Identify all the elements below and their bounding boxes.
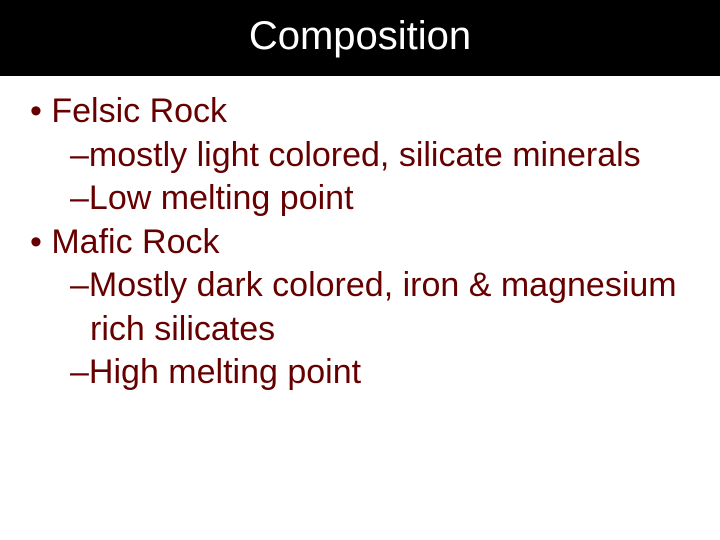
bullet-text: Mostly dark colored, iron & magnesium ri… xyxy=(89,266,677,348)
bullet-text: High melting point xyxy=(89,353,361,391)
title-area: Composition xyxy=(0,0,720,73)
list-item: Mafic Rock xyxy=(10,221,710,265)
list-item: High melting point xyxy=(10,351,710,395)
bullet-text: mostly light colored, silicate minerals xyxy=(89,136,641,174)
bullet-text: Mafic Rock xyxy=(51,223,219,261)
slide: Composition Felsic Rock mostly light col… xyxy=(0,0,720,540)
list-item: Low melting point xyxy=(10,177,710,221)
bullet-text: Felsic Rock xyxy=(51,92,227,130)
list-item: mostly light colored, silicate minerals xyxy=(10,134,710,178)
slide-title: Composition xyxy=(0,14,720,59)
list-item: Felsic Rock xyxy=(10,90,710,134)
content-area: Felsic Rock mostly light colored, silica… xyxy=(0,76,720,540)
list-item: Mostly dark colored, iron & magnesium ri… xyxy=(10,264,710,351)
bullet-text: Low melting point xyxy=(89,179,354,217)
